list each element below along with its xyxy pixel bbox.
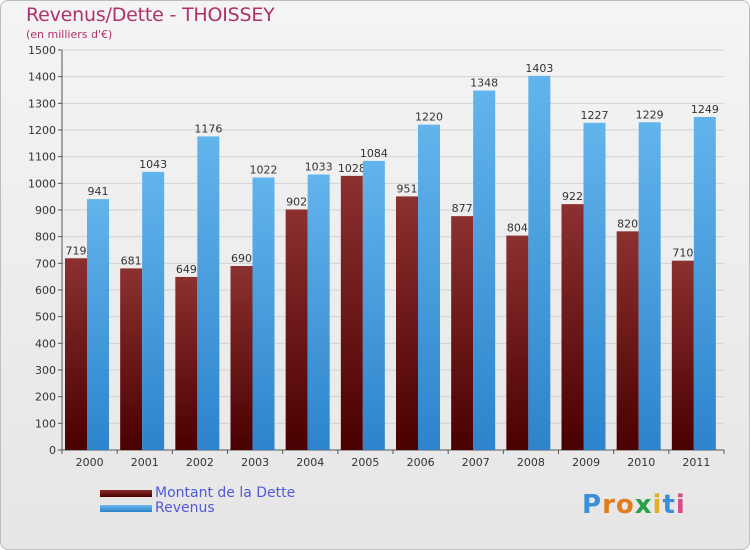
y-tick-label: 1400 bbox=[28, 71, 56, 84]
x-tick-label: 2007 bbox=[462, 456, 490, 469]
data-label-dette: 649 bbox=[176, 263, 197, 276]
bar-dette bbox=[671, 260, 694, 450]
bar-revenus bbox=[252, 177, 275, 450]
data-label-dette: 1028 bbox=[338, 162, 366, 175]
bar-revenus bbox=[142, 171, 165, 450]
y-tick-label: 1100 bbox=[28, 151, 56, 164]
data-label-revenus: 1022 bbox=[250, 163, 278, 176]
bar-dette bbox=[175, 276, 198, 450]
bar-revenus bbox=[418, 124, 440, 451]
x-tick-label: 2010 bbox=[627, 456, 655, 469]
data-label-revenus: 1176 bbox=[194, 122, 222, 135]
logo-letter: o bbox=[615, 490, 635, 520]
data-label-revenus: 1249 bbox=[691, 103, 719, 116]
data-label-revenus: 1220 bbox=[415, 111, 443, 124]
logo-letter: P bbox=[582, 490, 603, 520]
bar-dette bbox=[396, 196, 418, 450]
x-tick-label: 2008 bbox=[517, 456, 545, 469]
chart-title: Revenus/Dette - THOISSEY bbox=[26, 4, 275, 26]
x-tick-label: 2002 bbox=[186, 456, 214, 469]
data-label-dette: 710 bbox=[672, 247, 693, 260]
x-tick-label: 2005 bbox=[351, 456, 379, 469]
data-label-dette: 902 bbox=[286, 195, 307, 208]
data-label-revenus: 1229 bbox=[636, 108, 664, 121]
x-tick-label: 2009 bbox=[572, 456, 600, 469]
bar-dette bbox=[451, 216, 474, 450]
bar-revenus bbox=[87, 199, 109, 450]
bar-dette bbox=[120, 268, 143, 450]
bar-dette bbox=[285, 209, 308, 450]
bar-revenus bbox=[693, 116, 716, 450]
data-label-dette: 681 bbox=[121, 254, 142, 267]
bar-revenus bbox=[473, 90, 496, 451]
data-label-revenus: 941 bbox=[88, 185, 109, 198]
y-tick-label: 800 bbox=[35, 231, 56, 244]
data-label-revenus: 1043 bbox=[139, 158, 167, 171]
x-tick-label: 2003 bbox=[241, 456, 269, 469]
legend-label-revenus: Revenus bbox=[155, 500, 215, 516]
y-tick-label: 1300 bbox=[28, 97, 56, 110]
y-tick-label: 200 bbox=[35, 391, 56, 404]
data-label-dette: 804 bbox=[507, 222, 528, 235]
data-label-revenus: 1227 bbox=[581, 109, 609, 122]
bar-revenus bbox=[638, 122, 661, 451]
data-label-revenus: 1033 bbox=[305, 161, 333, 174]
x-tick-label: 2000 bbox=[76, 456, 104, 469]
bar-dette bbox=[230, 266, 253, 450]
logo-letter: x bbox=[634, 490, 653, 520]
bar-revenus bbox=[362, 160, 385, 450]
y-tick-label: 400 bbox=[35, 337, 56, 350]
y-tick-label: 500 bbox=[35, 311, 56, 324]
bar-revenus bbox=[197, 136, 220, 450]
data-label-revenus: 1348 bbox=[470, 77, 498, 90]
legend-swatch-dette bbox=[100, 490, 152, 497]
data-label-dette: 877 bbox=[452, 202, 473, 215]
proxiti-logo: Proxiti bbox=[582, 490, 686, 520]
data-label-dette: 922 bbox=[562, 190, 583, 203]
data-label-dette: 690 bbox=[231, 252, 252, 265]
y-tick-label: 300 bbox=[35, 364, 56, 377]
bar-dette bbox=[506, 235, 529, 450]
legend-swatch-revenus bbox=[100, 505, 152, 512]
legend-label-dette: Montant de la Dette bbox=[155, 485, 296, 501]
x-tick-label: 2011 bbox=[682, 456, 710, 469]
y-tick-label: 1000 bbox=[28, 177, 56, 190]
bar-dette bbox=[561, 204, 584, 450]
bar-revenus bbox=[528, 75, 551, 450]
logo-letter: r bbox=[602, 490, 616, 520]
bar-dette bbox=[340, 175, 363, 450]
x-tick-label: 2006 bbox=[407, 456, 435, 469]
y-tick-label: 600 bbox=[35, 284, 56, 297]
chart-subtitle: (en milliers d'€) bbox=[26, 28, 113, 41]
logo-letter: i bbox=[652, 490, 663, 520]
y-tick-label: 700 bbox=[35, 257, 56, 270]
bar-revenus bbox=[307, 174, 330, 451]
data-label-dette: 951 bbox=[397, 182, 418, 195]
y-tick-label: 1200 bbox=[28, 124, 56, 137]
y-tick-label: 100 bbox=[35, 417, 56, 430]
y-tick-label: 0 bbox=[49, 444, 56, 457]
y-tick-label: 1500 bbox=[28, 44, 56, 57]
data-label-dette: 820 bbox=[617, 217, 638, 230]
data-label-revenus: 1403 bbox=[525, 62, 553, 75]
logo-letter: t bbox=[662, 490, 676, 520]
y-tick-label: 900 bbox=[35, 204, 56, 217]
bar-dette bbox=[616, 231, 639, 450]
bar-dette bbox=[65, 258, 87, 450]
bar-revenus bbox=[583, 122, 606, 451]
x-tick-label: 2004 bbox=[296, 456, 324, 469]
logo-letter: i bbox=[675, 490, 686, 520]
x-tick-label: 2001 bbox=[131, 456, 159, 469]
data-label-dette: 719 bbox=[66, 244, 87, 257]
data-label-revenus: 1084 bbox=[360, 147, 388, 160]
